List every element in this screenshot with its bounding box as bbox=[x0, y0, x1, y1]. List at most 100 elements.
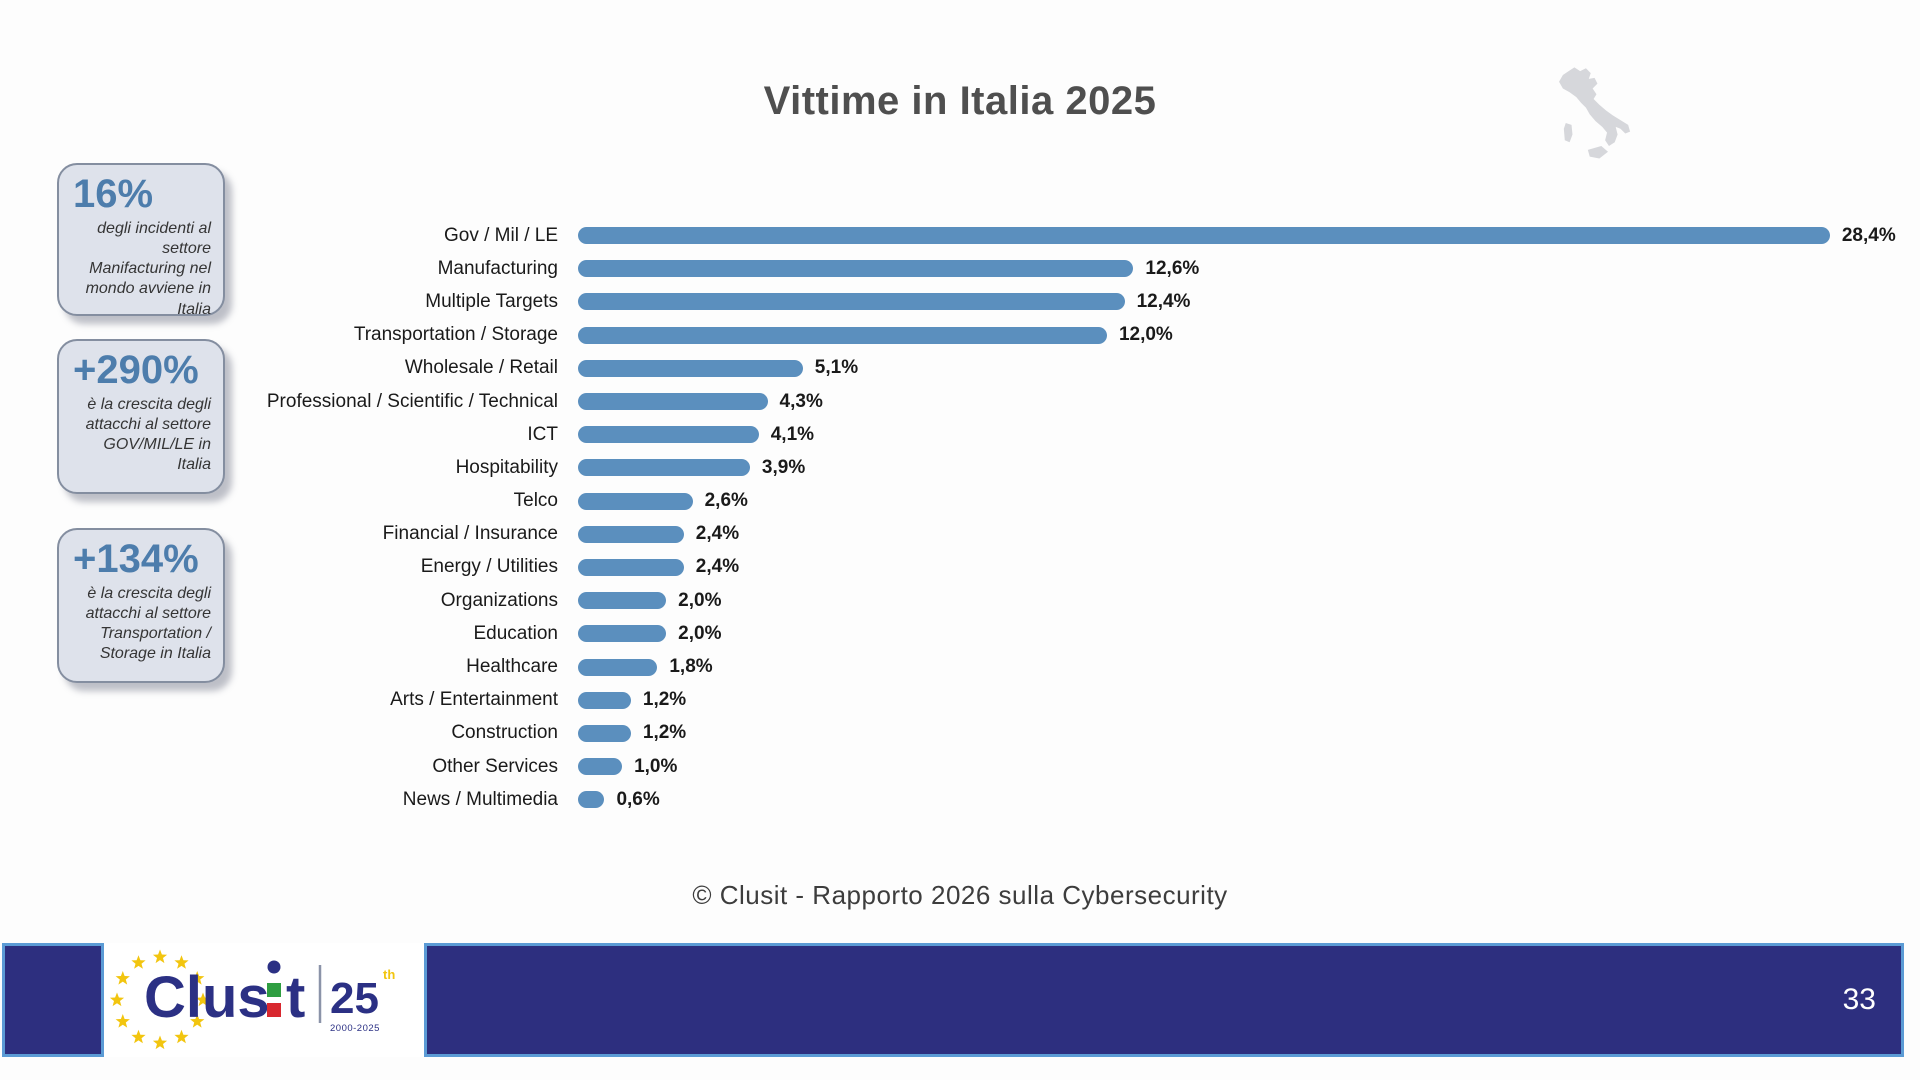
footer-left-square bbox=[2, 943, 104, 1057]
page-number: 33 bbox=[1842, 983, 1876, 1016]
logo-green-square bbox=[267, 983, 281, 997]
value-label: 1,8% bbox=[669, 656, 713, 678]
chart-row: Construction 1,2% bbox=[0, 717, 1920, 750]
chart-row: Hospitability 3,9% bbox=[0, 451, 1920, 484]
category-label: Other Services bbox=[432, 755, 558, 777]
callout-gov-mil-le: +290% è la crescita degli attacchi al se… bbox=[57, 339, 225, 494]
category-label: Manufacturing bbox=[437, 257, 558, 279]
value-label: 4,3% bbox=[779, 390, 823, 412]
callout-transportation: +134% è la crescita degli attacchi al se… bbox=[57, 528, 225, 683]
callout-value: 16% bbox=[73, 172, 154, 216]
value-label: 0,6% bbox=[616, 788, 660, 810]
category-label: Energy / Utilities bbox=[420, 556, 558, 578]
chart-row: Telco 2,6% bbox=[0, 485, 1920, 518]
category-label: Wholesale / Retail bbox=[404, 357, 558, 379]
bar bbox=[578, 359, 803, 377]
chart-row: Manufacturing 12,6% bbox=[0, 252, 1920, 285]
chart-row: Energy / Utilities 2,4% bbox=[0, 551, 1920, 584]
value-label: 2,0% bbox=[678, 589, 722, 611]
value-label: 28,4% bbox=[1841, 224, 1896, 246]
category-label: Financial / Insurance bbox=[382, 523, 558, 545]
chart-row: Organizations 2,0% bbox=[0, 584, 1920, 617]
bar bbox=[578, 625, 667, 643]
bar bbox=[578, 227, 1830, 245]
value-label: 1,2% bbox=[642, 722, 687, 744]
chart-row: Multiple Targets 12,4% bbox=[0, 285, 1920, 318]
chart-row: Professional / Scientific / Technical 4,3… bbox=[0, 385, 1920, 418]
category-label: Professional / Scientific / Technical bbox=[266, 390, 558, 412]
logo-text-right: t bbox=[286, 965, 305, 1030]
bar bbox=[578, 758, 623, 776]
chart-row: Gov / Mil / LE 28,4% bbox=[0, 219, 1920, 252]
value-label: 2,4% bbox=[695, 556, 740, 578]
chart-row: Arts / Entertainment 1,2% bbox=[0, 684, 1920, 717]
eu-stars-icon bbox=[109, 949, 211, 1050]
category-label: Hospitability bbox=[455, 456, 558, 478]
value-label: 4,1% bbox=[770, 423, 815, 445]
value-label: 5,1% bbox=[814, 357, 859, 379]
bar-chart: Gov / Mil / LE 28,4% Manufacturing 12,6% Mul… bbox=[0, 219, 1920, 816]
value-label: 1,0% bbox=[634, 755, 678, 777]
callout-text: è la crescita degli attacchi al settore … bbox=[85, 396, 211, 474]
logo-badge-th: th bbox=[383, 967, 395, 982]
category-label: Transportation / Storage bbox=[353, 324, 558, 346]
bar bbox=[578, 525, 684, 543]
callout-value: +134% bbox=[73, 537, 199, 581]
bar bbox=[578, 393, 768, 411]
bar bbox=[578, 459, 750, 477]
chart-row: ICT 4,1% bbox=[0, 418, 1920, 451]
category-label: Healthcare bbox=[466, 656, 558, 678]
page-title: Vittime in Italia 2025 bbox=[763, 78, 1157, 123]
chart-row: News / Multimedia 0,6% bbox=[0, 783, 1920, 816]
bar bbox=[578, 492, 693, 510]
clusit-logo-graphic: Clus t 25 th 2000-2025 bbox=[109, 949, 395, 1050]
callout-text: degli incidenti al settore Manifacturing… bbox=[85, 220, 211, 318]
callout-text: è la crescita degli attacchi al settore … bbox=[85, 585, 211, 663]
footer: Clus t 25 th 2000-2025 33 bbox=[0, 943, 1920, 1057]
category-label: Gov / Mil / LE bbox=[443, 224, 558, 246]
callout-manufacturing: 16% degli incidenti al settore Manifactu… bbox=[57, 163, 225, 318]
category-label: Arts / Entertainment bbox=[390, 689, 558, 711]
chart-row: Healthcare 1,8% bbox=[0, 650, 1920, 683]
logo-i-dot bbox=[267, 960, 281, 974]
value-label: 12,6% bbox=[1145, 257, 1200, 279]
logo-badge-25: 25 bbox=[330, 974, 379, 1023]
bar bbox=[578, 260, 1134, 278]
value-label: 2,4% bbox=[695, 523, 740, 545]
category-label: Organizations bbox=[440, 589, 558, 611]
bar bbox=[578, 724, 631, 742]
logo-red-square bbox=[267, 1003, 281, 1017]
callout-value: +290% bbox=[73, 348, 199, 392]
bar bbox=[578, 326, 1107, 344]
bar bbox=[578, 592, 667, 610]
footer-band: 33 bbox=[424, 943, 1904, 1057]
category-label: Multiple Targets bbox=[425, 290, 558, 312]
value-label: 3,9% bbox=[761, 456, 806, 478]
chart-row: Education 2,0% bbox=[0, 617, 1920, 650]
bar bbox=[578, 426, 759, 444]
bar bbox=[578, 691, 631, 709]
chart-row: Wholesale / Retail 5,1% bbox=[0, 352, 1920, 385]
chart-row: Transportation / Storage 12,0% bbox=[0, 319, 1920, 352]
category-label: Construction bbox=[451, 722, 558, 744]
italy-map-icon bbox=[1559, 67, 1631, 159]
bar bbox=[578, 791, 605, 809]
bar bbox=[578, 293, 1125, 311]
chart-row: Other Services 1,0% bbox=[0, 750, 1920, 783]
value-label: 12,0% bbox=[1118, 324, 1173, 346]
logo-text-left: Clus bbox=[144, 965, 270, 1030]
category-label: ICT bbox=[527, 423, 558, 445]
value-label: 2,6% bbox=[704, 490, 748, 512]
value-label: 2,0% bbox=[678, 622, 722, 644]
clusit-logo: Clus t 25 th 2000-2025 bbox=[104, 943, 424, 1057]
category-label: Telco bbox=[513, 490, 558, 512]
logo-badge-years: 2000-2025 bbox=[330, 1023, 380, 1034]
bar bbox=[578, 658, 658, 676]
bar bbox=[578, 558, 684, 576]
value-label: 1,2% bbox=[642, 689, 687, 711]
copyright-text: © Clusit - Rapporto 2026 sulla Cybersecu… bbox=[692, 880, 1228, 910]
value-label: 12,4% bbox=[1136, 290, 1191, 312]
chart-row: Financial / Insurance 2,4% bbox=[0, 518, 1920, 551]
category-label: News / Multimedia bbox=[402, 788, 558, 810]
